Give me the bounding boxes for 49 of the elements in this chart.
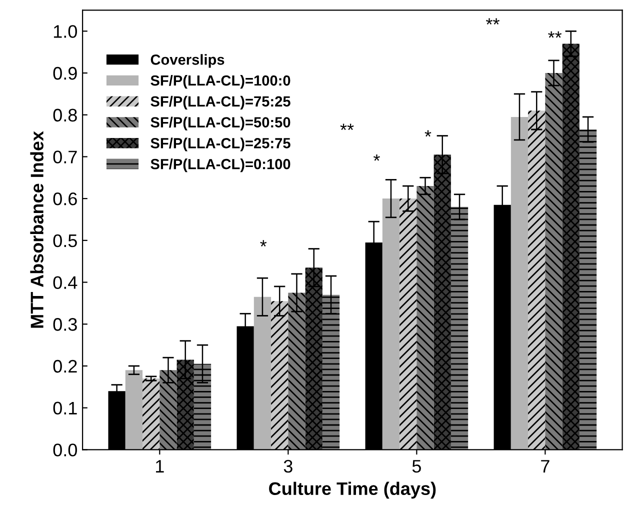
bar — [416, 186, 434, 450]
x-tick-label: 7 — [541, 460, 550, 472]
x-tick-label: 1 — [156, 460, 164, 472]
bar — [382, 198, 400, 450]
bar — [254, 296, 272, 450]
bar — [400, 198, 417, 450]
y-tick-label: 0.7 — [53, 150, 77, 164]
y-tick-label: 0.9 — [53, 66, 77, 80]
y-tick-label: 0.2 — [53, 360, 77, 373]
annotation: ** — [340, 124, 354, 130]
y-tick-label: 0.5 — [53, 234, 77, 248]
y-tick-label: 0.0 — [53, 444, 77, 456]
bar — [579, 130, 597, 450]
bar — [160, 370, 177, 450]
legend-label: SF/P(LLA-CL)=25:75 — [150, 138, 290, 152]
bar — [176, 360, 194, 450]
x-tick-label: 3 — [284, 460, 292, 473]
legend-label: SF/P(LLA-CL)=0:100 — [150, 158, 290, 172]
annotation: ** — [486, 18, 500, 25]
legend-label: SF/P(LLA-CL)=50:50 — [150, 116, 290, 130]
annotation: * — [373, 154, 380, 161]
annotation: * — [260, 240, 267, 246]
bar — [562, 44, 580, 450]
annotation: * — [424, 130, 432, 137]
y-tick-label: 0.3 — [53, 318, 77, 331]
y-axis-title: MTT Absorbance Index — [30, 131, 44, 328]
bar — [142, 378, 160, 450]
bar — [194, 364, 212, 450]
y-tick-label: 0.6 — [53, 192, 77, 206]
bar — [545, 73, 562, 450]
bar — [271, 301, 288, 450]
legend-label: SF/P(LLA-CL)=100:0 — [150, 74, 290, 89]
annotation: ** — [548, 31, 562, 38]
legend-label: SF/P(LLA-CL)=75:25 — [150, 96, 290, 110]
bar — [305, 268, 322, 450]
bar — [510, 116, 528, 450]
bar — [322, 294, 340, 450]
x-axis-title: Culture Time (days) — [269, 482, 436, 499]
bar — [528, 110, 546, 450]
y-tick-label: 0.4 — [53, 276, 78, 289]
y-tick-label: 0.8 — [53, 108, 77, 122]
bar — [450, 206, 468, 450]
bar — [125, 370, 143, 450]
x-tick-label: 5 — [412, 460, 421, 473]
legend-label: Coverslips — [150, 54, 224, 68]
bar — [288, 292, 306, 450]
bar — [434, 154, 451, 450]
y-tick-label: 1.0 — [54, 25, 77, 38]
y-tick-label: 0.1 — [53, 402, 77, 415]
